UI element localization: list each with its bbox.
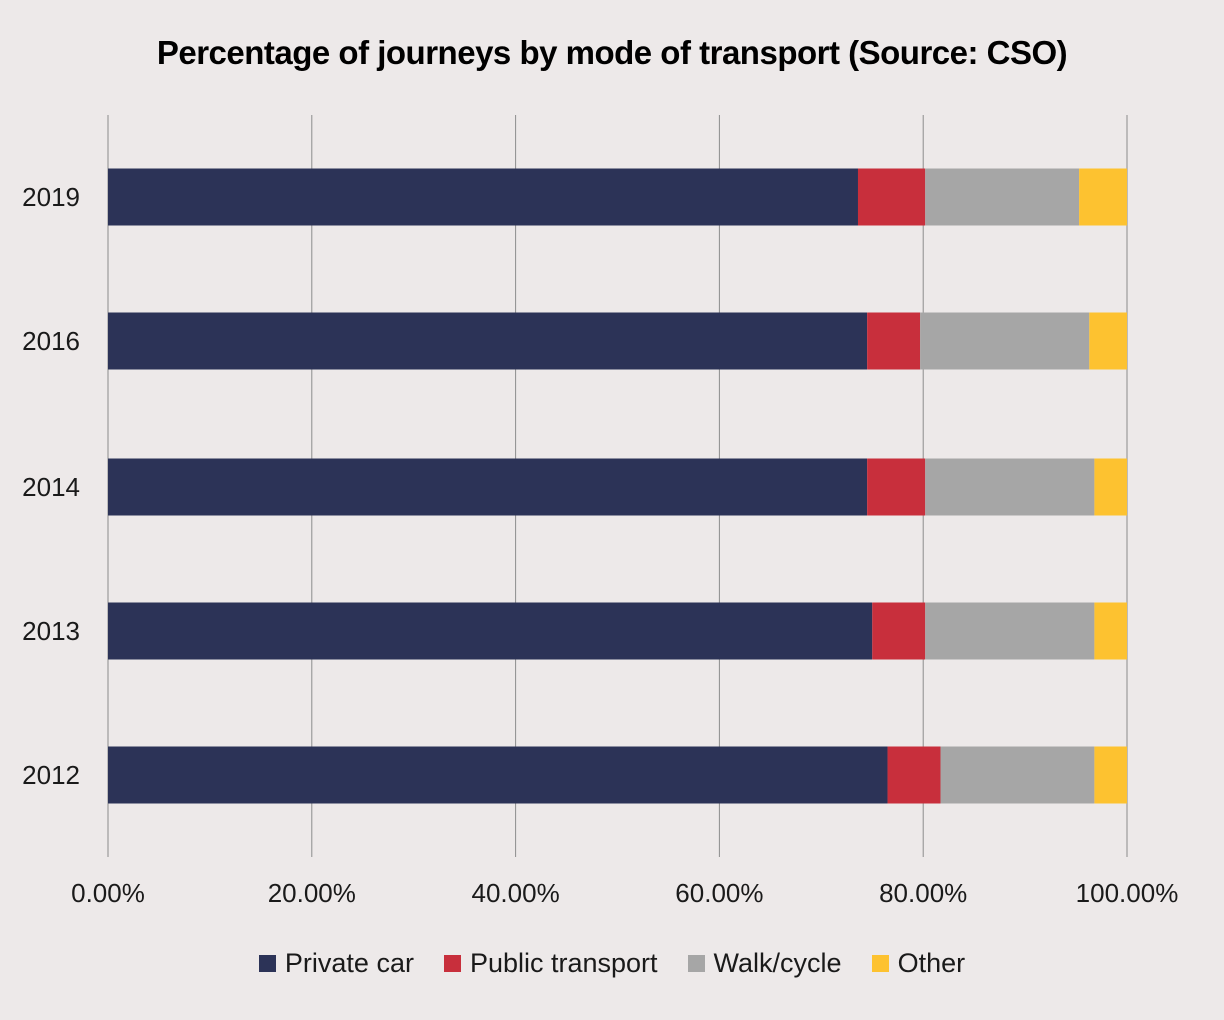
x-tick-label: 60.00%	[675, 878, 763, 908]
legend-label: Private car	[284, 948, 414, 978]
legend-swatch	[871, 955, 889, 972]
bar-segment	[867, 312, 921, 370]
bar-segment	[925, 168, 1080, 226]
bar-segment	[1094, 602, 1127, 660]
legend-item: Other	[871, 948, 966, 979]
x-tick-label: 40.00%	[472, 878, 560, 908]
y-tick-label: 2016	[22, 326, 80, 356]
y-tick-label: 2012	[22, 760, 80, 790]
bar-segment	[867, 458, 926, 516]
legend-item: Public transport	[443, 948, 658, 979]
legend-label: Other	[897, 948, 966, 978]
bar-segment	[920, 312, 1090, 370]
bar-segment	[925, 602, 1095, 660]
legend-swatch	[258, 955, 276, 972]
x-tick-label: 80.00%	[879, 878, 967, 908]
chart-title: Percentage of journeys by mode of transp…	[156, 34, 1068, 71]
legend: Private car Public transport Walk/cycle Oth…	[0, 948, 1224, 979]
x-tick-label: 0.00%	[71, 878, 145, 908]
bar-segment	[925, 458, 1095, 516]
y-tick-label: 2013	[22, 616, 80, 646]
x-tick-label: 100.00%	[1076, 878, 1179, 908]
legend-item: Walk/cycle	[687, 948, 842, 979]
bar-segment	[108, 168, 858, 226]
bar-segment	[108, 602, 873, 660]
bar-segment	[1079, 168, 1127, 226]
bar-segment	[1094, 746, 1127, 804]
bar-segment	[108, 312, 868, 370]
legend-swatch	[687, 955, 705, 972]
legend-swatch	[443, 955, 461, 972]
bar-segment	[872, 602, 926, 660]
bar-segment	[887, 746, 941, 804]
bar-segment	[108, 746, 888, 804]
bar-segment	[940, 746, 1095, 804]
x-tick-label: 20.00%	[268, 878, 356, 908]
y-tick-label: 2014	[22, 472, 80, 502]
bar-segment	[108, 458, 868, 516]
legend-item: Private car	[258, 948, 414, 979]
bar-segment	[1089, 312, 1127, 370]
bar-segment	[1094, 458, 1127, 516]
bar-segment	[857, 168, 926, 226]
legend-label: Walk/cycle	[713, 948, 842, 978]
y-tick-label: 2019	[22, 182, 80, 212]
legend-label: Public transport	[469, 948, 658, 978]
